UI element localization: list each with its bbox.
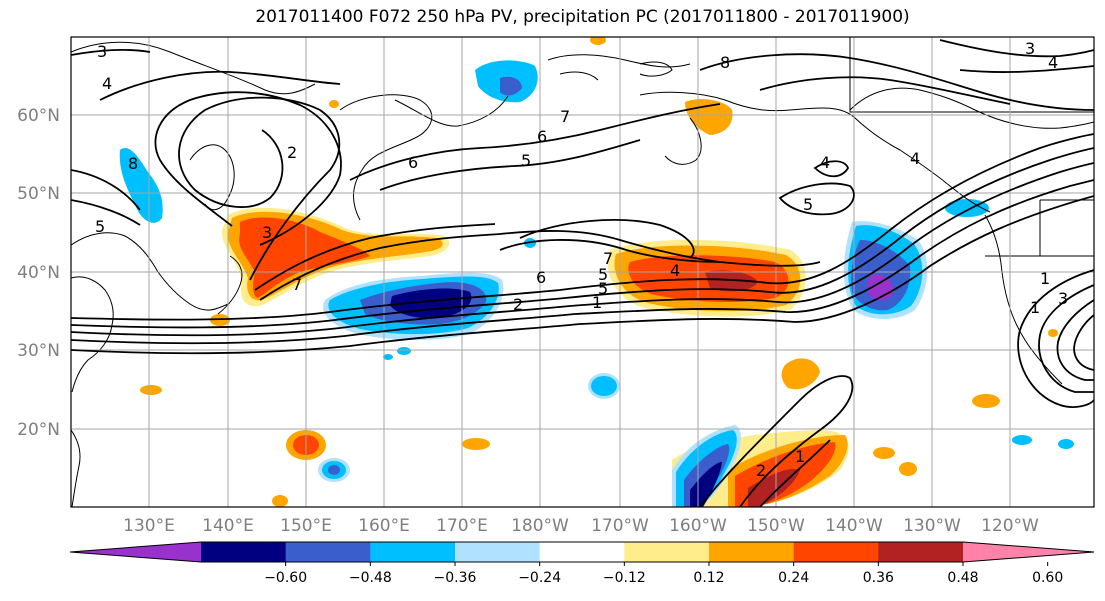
svg-text:40°N: 40°N	[17, 263, 60, 283]
svg-text:5: 5	[598, 265, 608, 284]
svg-text:2: 2	[513, 295, 523, 314]
colorbar-tick-label: 0.60	[1032, 570, 1063, 586]
graticule	[71, 37, 1094, 507]
svg-text:3: 3	[262, 223, 272, 242]
colorbar-segment	[455, 542, 541, 562]
svg-text:4: 4	[910, 149, 920, 168]
svg-text:130°W: 130°W	[903, 516, 961, 536]
svg-text:50°N: 50°N	[17, 184, 60, 204]
svg-text:3: 3	[1025, 39, 1035, 58]
svg-text:5: 5	[803, 195, 813, 214]
svg-text:140°W: 140°W	[825, 516, 883, 536]
svg-text:2: 2	[756, 461, 766, 480]
svg-text:5: 5	[598, 279, 608, 298]
colorbar-tick-label: 0.24	[778, 570, 809, 586]
svg-text:5: 5	[95, 217, 105, 236]
svg-text:150°W: 150°W	[747, 516, 805, 536]
svg-text:120°W: 120°W	[981, 516, 1039, 536]
colorbar-tick-label: −0.48	[349, 570, 392, 586]
svg-text:6: 6	[408, 153, 418, 172]
svg-text:6: 6	[537, 127, 547, 146]
colorbar-extend-max	[963, 542, 1094, 562]
svg-text:4: 4	[1048, 53, 1058, 72]
political-boundaries	[849, 37, 1094, 257]
colorbar-segment	[285, 542, 371, 562]
colorbar-tick-label: 0.12	[693, 570, 724, 586]
svg-text:60°N: 60°N	[17, 106, 60, 126]
colorbar-outline	[69, 541, 1095, 563]
colorbar-segment	[539, 542, 625, 562]
svg-text:1: 1	[1030, 298, 1040, 317]
svg-text:8: 8	[128, 154, 138, 173]
svg-text:160°E: 160°E	[358, 516, 410, 536]
svg-text:170°E: 170°E	[436, 516, 488, 536]
pv-contours	[71, 39, 1094, 507]
svg-text:140°E: 140°E	[202, 516, 254, 536]
colorbar-segment	[878, 542, 964, 562]
svg-text:180°W: 180°W	[511, 516, 569, 536]
map-frame	[70, 36, 1095, 508]
latitude-labels: 60°N 50°N 40°N 30°N 20°N	[17, 106, 60, 440]
colorbar-tick-label: −0.24	[518, 570, 561, 586]
svg-text:7: 7	[603, 249, 613, 268]
svg-text:30°N: 30°N	[17, 341, 60, 361]
colorbar-tick-label: 0.48	[947, 570, 978, 586]
svg-text:2: 2	[287, 143, 297, 162]
map-area: 3 4 6 7 8 2 5 6 5 3 7 4 5 4 5 7 6 5 3 2 …	[71, 37, 1094, 507]
colorbar-segment	[624, 542, 710, 562]
svg-text:150°E: 150°E	[280, 516, 332, 536]
svg-text:20°N: 20°N	[17, 420, 60, 440]
svg-text:1: 1	[592, 293, 602, 312]
svg-text:4: 4	[102, 74, 112, 93]
svg-text:4: 4	[670, 261, 680, 280]
svg-text:170°W: 170°W	[591, 516, 649, 536]
colorbar-segment	[709, 542, 795, 562]
svg-text:7: 7	[560, 107, 570, 126]
svg-text:7: 7	[292, 275, 302, 294]
colorbar-tick-label: −0.36	[434, 570, 477, 586]
svg-text:130°E: 130°E	[123, 516, 175, 536]
svg-text:8: 8	[720, 53, 730, 72]
colorbar-tick-label: −0.12	[603, 570, 646, 586]
colorbar: −0.60 −0.48 −0.36 −0.24 −0.12 0.12 0.24 0.36 0.4…	[69, 541, 1095, 586]
svg-text:160°W: 160°W	[669, 516, 727, 536]
svg-text:3: 3	[1058, 289, 1068, 308]
colorbar-tick-label: 0.36	[863, 570, 894, 586]
colorbar-segment	[201, 542, 287, 562]
svg-text:6: 6	[536, 268, 546, 287]
svg-text:1: 1	[795, 447, 805, 466]
pv-contour-labels: 3 4 6 7 8 2 5 6 5 3 7 4 5 4 5 7 6 5 3 2 …	[95, 39, 1068, 480]
colorbar-segment	[370, 542, 456, 562]
colorbar-extend-min	[70, 542, 201, 562]
colorbar-segment	[793, 542, 879, 562]
svg-text:1: 1	[1040, 269, 1050, 288]
svg-text:3: 3	[97, 42, 107, 61]
coastlines	[71, 41, 1094, 507]
colorbar-tick-label: −0.60	[264, 570, 307, 586]
longitude-labels: 130°E 140°E 150°E 160°E 170°E 180°W 170°…	[123, 516, 1039, 536]
svg-text:4: 4	[820, 153, 830, 172]
map-title: 2017011400 F072 250 hPa PV, precipitatio…	[255, 7, 910, 27]
svg-text:5: 5	[521, 151, 531, 170]
